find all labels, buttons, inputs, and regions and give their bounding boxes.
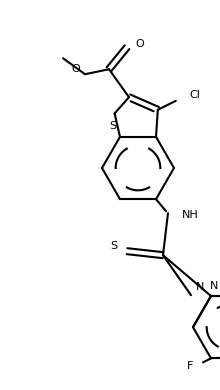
Text: N: N xyxy=(196,282,204,292)
Text: Cl: Cl xyxy=(190,90,201,100)
Text: N: N xyxy=(210,281,218,291)
Text: NH: NH xyxy=(182,210,199,220)
Text: S: S xyxy=(109,121,116,131)
Text: O: O xyxy=(71,64,80,74)
Text: S: S xyxy=(110,241,117,251)
Text: O: O xyxy=(135,39,144,49)
Text: F: F xyxy=(187,362,193,371)
